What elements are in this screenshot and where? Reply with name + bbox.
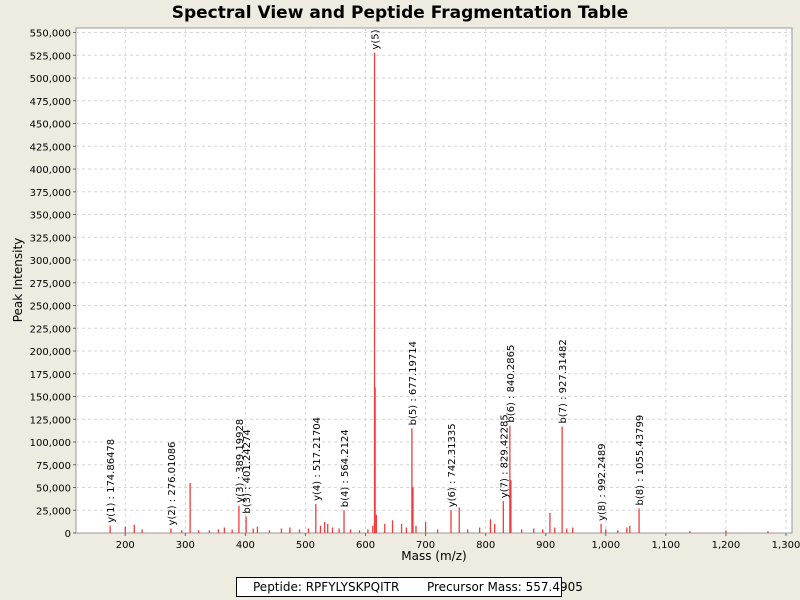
x-axis-label: Mass (m/z) xyxy=(401,549,466,563)
x-tick-label: 600 xyxy=(356,540,375,551)
y-tick-label: 375,000 xyxy=(30,188,71,199)
y-tick-label: 225,000 xyxy=(30,324,71,335)
peak-series xyxy=(109,52,769,533)
x-tick-label: 500 xyxy=(296,540,315,551)
precursor-mass-value: 557.4905 xyxy=(525,580,583,594)
y-tick-label: 450,000 xyxy=(30,120,71,131)
peak-annotation-label: b(3) : 401.24274 xyxy=(242,429,253,513)
plot-area xyxy=(75,27,793,534)
x-tick-label: 1,200 xyxy=(712,540,741,551)
peptide-sequence: RPFYLYSKPQITR xyxy=(305,580,400,594)
peak-annotation-label: b(5) : 677.19714 xyxy=(408,341,419,425)
y-tick-label: 200,000 xyxy=(30,347,71,358)
x-tick-label: 400 xyxy=(236,540,255,551)
y-tick-label: 425,000 xyxy=(30,142,71,153)
y-tick-label: 550,000 xyxy=(30,29,71,40)
y-axis-ticks: 0 25,000 50,000 75,000 100,000 125,000 150,000… xyxy=(30,29,76,540)
peak-annotation-label: b(6) : 840.2865 xyxy=(506,345,517,423)
y-tick-label: 400,000 xyxy=(30,165,71,176)
x-tick-label: 200 xyxy=(116,540,135,551)
peak-annotation-label: b(8) : 1055.43799 xyxy=(635,415,646,506)
y-tick-label: 0 xyxy=(65,529,71,540)
peak-annotations: y(1) : 174.86478 y(2) : 276.01086 y(3) : 3… xyxy=(106,29,646,525)
y-tick-label: 175,000 xyxy=(30,370,71,381)
precursor-mass-label: Precursor Mass: xyxy=(426,580,522,594)
peak-annotation-label: y(7) : 829.42285 xyxy=(499,414,510,498)
y-tick-label: 325,000 xyxy=(30,233,71,244)
chart-title: Spectral View and Peptide Fragmentation … xyxy=(171,3,629,23)
y-tick-label: 150,000 xyxy=(30,393,71,404)
y-tick-label: 350,000 xyxy=(30,211,71,222)
y-tick-label: 100,000 xyxy=(30,438,71,449)
y-tick-label: 50,000 xyxy=(36,484,71,495)
peak-annotation-label: y(8) : 992.2489 xyxy=(597,443,608,521)
peak-annotation-label: y(2) : 276.01086 xyxy=(167,442,178,526)
x-tick-label: 1,000 xyxy=(591,540,620,551)
y-tick-label: 300,000 xyxy=(30,256,71,267)
peptide-info-box: Peptide: RPFYLYSKPQITR Precursor Mass: 5… xyxy=(236,577,583,597)
peak-annotation-label: b(7) : 927.31482 xyxy=(558,339,569,423)
y-tick-label: 275,000 xyxy=(30,279,71,290)
peak-annotation-label: y(1) : 174.86478 xyxy=(106,439,117,523)
y-tick-label: 25,000 xyxy=(36,506,71,517)
peak-annotation-label: y(3) : 389.19928 xyxy=(235,419,246,503)
x-tick-label: 1,100 xyxy=(652,540,681,551)
x-tick-label: 300 xyxy=(176,540,195,551)
x-tick-label: 900 xyxy=(536,540,555,551)
x-tick-label: 1,300 xyxy=(772,540,800,551)
y-axis-label: Peak Intensity xyxy=(11,238,25,323)
peak-annotation-label: y(6) : 742.31335 xyxy=(447,423,458,507)
x-axis-ticks: 200 300 400 500 600 700 800 900 1,000 1,100 1,200 1… xyxy=(116,533,800,551)
x-tick-label: 700 xyxy=(416,540,435,551)
y-tick-label: 250,000 xyxy=(30,302,71,313)
peak-annotation-label: y(5) xyxy=(371,29,382,49)
grid-lines xyxy=(76,28,792,533)
x-tick-label: 800 xyxy=(476,540,495,551)
y-tick-label: 125,000 xyxy=(30,415,71,426)
y-tick-label: 525,000 xyxy=(30,51,71,62)
peak-annotation-label: y(4) : 517.21704 xyxy=(312,417,323,501)
y-tick-label: 75,000 xyxy=(36,461,71,472)
y-tick-label: 475,000 xyxy=(30,97,71,108)
peak-annotation-label: b(4) : 564.2124 xyxy=(340,429,351,507)
peptide-label: Peptide: xyxy=(253,580,302,594)
y-tick-label: 500,000 xyxy=(30,74,71,85)
